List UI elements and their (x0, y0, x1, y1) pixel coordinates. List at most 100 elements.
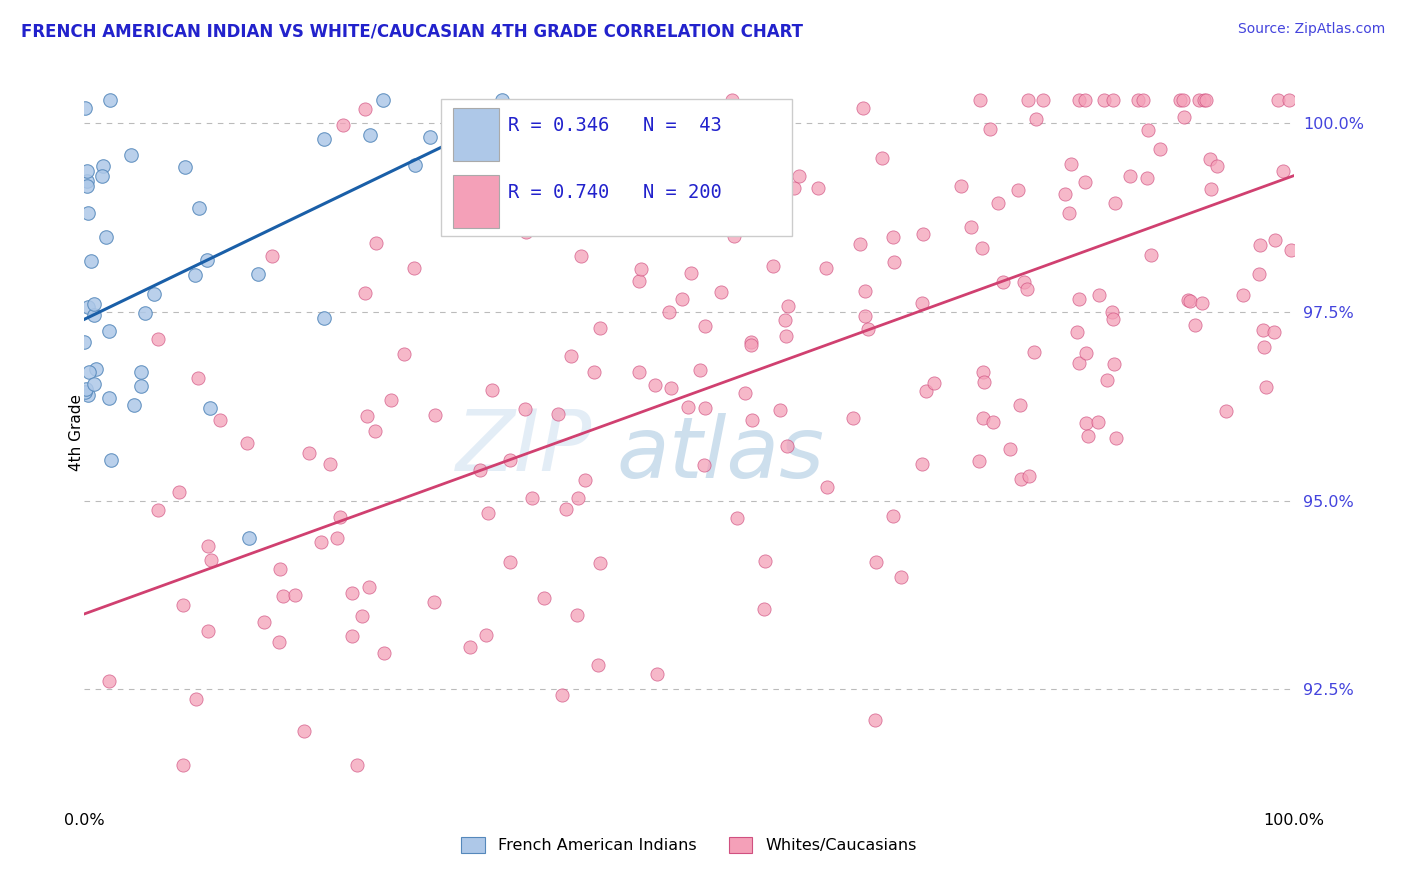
Point (100, 453, 122, 467)
Point (1126, 93, 1149, 107)
Point (782, 181, 804, 195)
Point (342, 586, 364, 600)
Point (373, 93, 395, 107)
Point (547, 407, 569, 421)
Point (645, 667, 668, 681)
Point (98, 392, 121, 406)
Point (75, 384, 97, 399)
Point (627, 274, 650, 288)
Point (1119, 169, 1142, 183)
Point (853, 284, 876, 298)
Point (373, 646, 395, 660)
Point (1105, 431, 1128, 445)
Point (312, 131, 335, 145)
Point (1067, 356, 1090, 370)
Point (589, 321, 612, 335)
Point (588, 657, 610, 672)
Point (314, 310, 336, 325)
Point (460, 640, 482, 655)
Point (1173, 93, 1195, 107)
Point (1132, 93, 1154, 107)
Point (148, 332, 170, 346)
Point (1010, 472, 1032, 486)
Point (1073, 93, 1095, 107)
Point (567, 607, 589, 622)
Point (922, 376, 945, 390)
Point (253, 615, 276, 630)
Point (555, 501, 578, 516)
Point (174, 161, 197, 175)
Point (513, 402, 536, 417)
Point (1101, 93, 1123, 107)
Text: atlas: atlas (616, 413, 824, 496)
Point (630, 262, 652, 277)
Point (332, 118, 354, 132)
Point (815, 260, 838, 275)
Y-axis label: 4th Grade: 4th Grade (69, 394, 83, 471)
Point (423, 409, 446, 423)
Point (298, 446, 321, 460)
Point (1000, 442, 1022, 456)
Point (1199, 152, 1222, 166)
Point (972, 241, 994, 255)
Point (271, 590, 294, 604)
Point (882, 508, 904, 523)
Point (960, 220, 983, 235)
Point (1188, 93, 1211, 107)
Point (200, 553, 222, 567)
Point (124, 398, 146, 412)
Point (120, 148, 142, 162)
Point (366, 235, 388, 250)
Point (197, 539, 219, 553)
Point (498, 453, 520, 467)
Text: Source: ZipAtlas.com: Source: ZipAtlas.com (1237, 22, 1385, 37)
FancyBboxPatch shape (453, 108, 499, 161)
Point (1137, 123, 1160, 137)
Point (319, 457, 342, 471)
Point (969, 93, 991, 107)
Point (574, 473, 596, 487)
Point (689, 362, 711, 376)
Point (262, 249, 284, 263)
Point (1271, 163, 1294, 178)
Point (571, 249, 593, 263)
Point (148, 502, 170, 516)
Point (1017, 93, 1039, 107)
Point (1060, 157, 1083, 171)
Legend: French American Indians, Whites/Caucasians: French American Indians, Whites/Caucasia… (453, 829, 925, 862)
Text: FRENCH AMERICAN INDIAN VS WHITE/CAUCASIAN 4TH GRADE CORRELATION CHART: FRENCH AMERICAN INDIAN VS WHITE/CAUCASIA… (21, 22, 803, 40)
Text: R = 0.346   N =  43: R = 0.346 N = 43 (508, 117, 721, 136)
Point (129, 365, 152, 379)
Point (1094, 93, 1116, 107)
Point (419, 130, 441, 145)
Point (583, 366, 606, 380)
Point (1059, 206, 1081, 220)
Point (679, 266, 702, 280)
Point (354, 285, 377, 300)
Point (352, 608, 374, 623)
Point (1067, 93, 1090, 107)
Point (515, 225, 537, 239)
Point (184, 268, 207, 283)
Point (167, 485, 190, 500)
Point (1178, 293, 1201, 308)
Point (1074, 175, 1097, 189)
Point (76, 179, 98, 194)
Point (740, 338, 762, 352)
Point (326, 531, 349, 545)
Point (768, 403, 790, 417)
Point (993, 275, 1015, 289)
Point (1149, 142, 1171, 156)
Point (1195, 93, 1218, 107)
Point (80, 254, 103, 268)
Point (1278, 93, 1301, 107)
Point (882, 230, 904, 244)
Point (762, 259, 785, 273)
Point (1087, 415, 1109, 429)
Point (533, 591, 555, 605)
Point (1032, 93, 1054, 107)
Point (856, 322, 879, 336)
Point (567, 491, 589, 505)
Point (392, 346, 415, 360)
Point (865, 555, 887, 569)
